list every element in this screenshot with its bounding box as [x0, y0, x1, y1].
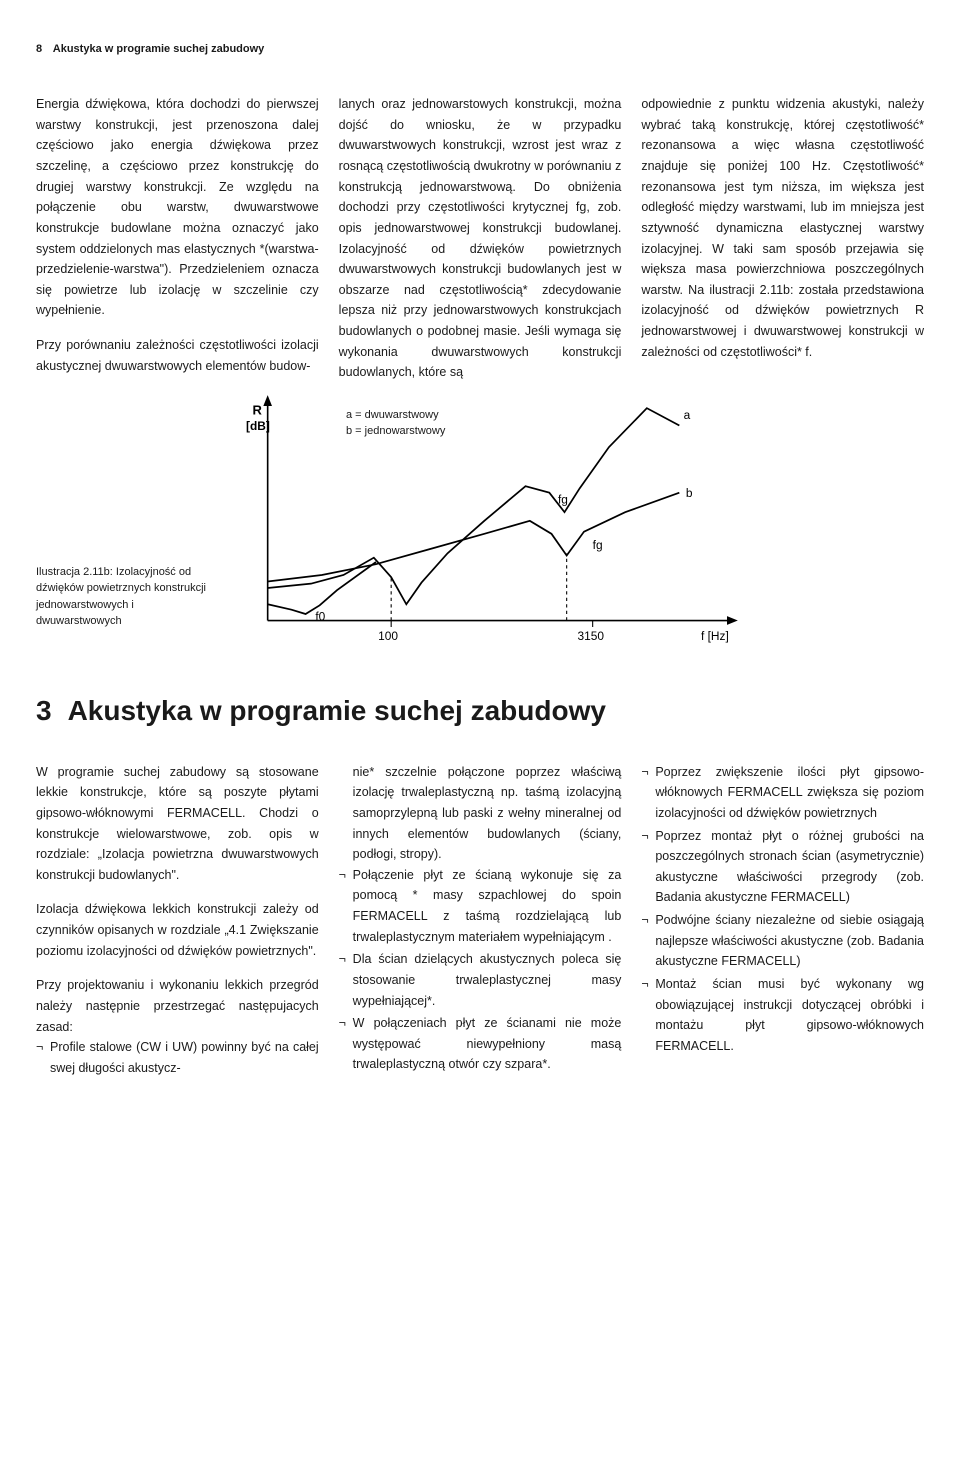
ann-fg-mid: fg [558, 492, 568, 506]
sec3-col-1: W programie suchej zabudowy są stosowane… [36, 762, 319, 1081]
para-cont: nie* szczelnie połączone poprzez właściw… [339, 762, 622, 865]
curve-b [268, 493, 680, 582]
list-item: Dla ścian dzielących akustycznych poleca… [353, 949, 622, 1011]
list-item: Montaż ścian musi być wykonany wg obowią… [655, 974, 924, 1057]
para: Przy porównaniu zależności częstotliwośc… [36, 335, 319, 376]
list-item: Podwójne ściany niezależne od siebie osi… [655, 910, 924, 972]
running-header: 8 Akustyka w programie suchej zabudowy [36, 40, 924, 58]
xtick-3150: 3150 [578, 629, 605, 643]
sec3-col-3: Poprzez zwiększenie ilości płyt gipsowo-… [641, 762, 924, 1081]
top-text-columns: Energia dźwiękowa, która dochodzi do pie… [36, 94, 924, 383]
figure-caption-text: Ilustracja 2.11b: Izolacyjność od dźwięk… [36, 566, 206, 628]
page-number: 8 [36, 43, 42, 55]
chart-svg: R [dB] 100 3150 f [Hz] f0 fg fg a b [226, 393, 786, 653]
list-item: Poprzez zwiększenie ilości płyt gipsowo-… [655, 762, 924, 824]
running-title: Akustyka w programie suchej zabudowy [53, 43, 265, 55]
figure-chart: a = dwuwarstwowy b = jednowarstwowy R [d… [226, 393, 924, 660]
ylabel-unit: [dB] [246, 419, 270, 433]
figure-caption: Ilustracja 2.11b: Izolacyjność od dźwięk… [36, 564, 206, 660]
curve-a [268, 408, 680, 604]
section-heading: 3 Akustyka w programie suchej zabudowy [36, 688, 924, 734]
ann-a: a [684, 408, 691, 422]
section3-columns: W programie suchej zabudowy są stosowane… [36, 762, 924, 1081]
list-item: Poprzez montaż płyt o różnej grubości na… [655, 826, 924, 909]
ann-b: b [686, 486, 693, 500]
xlabel: f [Hz] [701, 629, 729, 643]
legend-b: b = jednowarstwowy [346, 423, 445, 440]
xtick-100: 100 [378, 629, 398, 643]
list-item: W połączeniach płyt ze ścianami nie może… [353, 1013, 622, 1075]
figure-row: Ilustracja 2.11b: Izolacyjność od dźwięk… [36, 393, 924, 660]
ann-f0: f0 [315, 609, 325, 623]
sec3-col-2: nie* szczelnie połączone poprzez właściw… [339, 762, 622, 1081]
para: Przy projektowaniu i wykonaniu lekkich p… [36, 975, 319, 1037]
section-title: Akustyka w programie suchej zabudowy [68, 695, 606, 726]
top-col-1: Energia dźwiękowa, która dochodzi do pie… [36, 94, 319, 383]
para: W programie suchej zabudowy są stosowane… [36, 762, 319, 886]
figure-legend: a = dwuwarstwowy b = jednowarstwowy [346, 407, 445, 440]
para: Izolacja dźwiękowa lekkich konstrukcji z… [36, 899, 319, 961]
bullet-list: Połączenie płyt ze ścianą wykonuje się z… [339, 865, 622, 1075]
legend-a: a = dwuwarstwowy [346, 407, 445, 424]
bullet-list: Profile stalowe (CW i UW) powinny być na… [36, 1037, 319, 1078]
ann-fg-b: fg [593, 538, 603, 552]
list-item: Profile stalowe (CW i UW) powinny być na… [50, 1037, 319, 1078]
para: odpowiednie z punktu widzenia akustyki, … [641, 94, 924, 362]
curve-a-pre [268, 562, 376, 614]
top-col-3: odpowiednie z punktu widzenia akustyki, … [641, 94, 924, 383]
list-item: Połączenie płyt ze ścianą wykonuje się z… [353, 865, 622, 948]
top-col-2: lanych oraz jednowarstowych konstrukcji,… [339, 94, 622, 383]
para: Energia dźwiękowa, która dochodzi do pie… [36, 94, 319, 321]
bullet-list: Poprzez zwiększenie ilości płyt gipsowo-… [641, 762, 924, 1057]
section-number: 3 [36, 695, 52, 726]
para: lanych oraz jednowarstowych konstrukcji,… [339, 94, 622, 383]
ylabel-R: R [253, 403, 263, 418]
